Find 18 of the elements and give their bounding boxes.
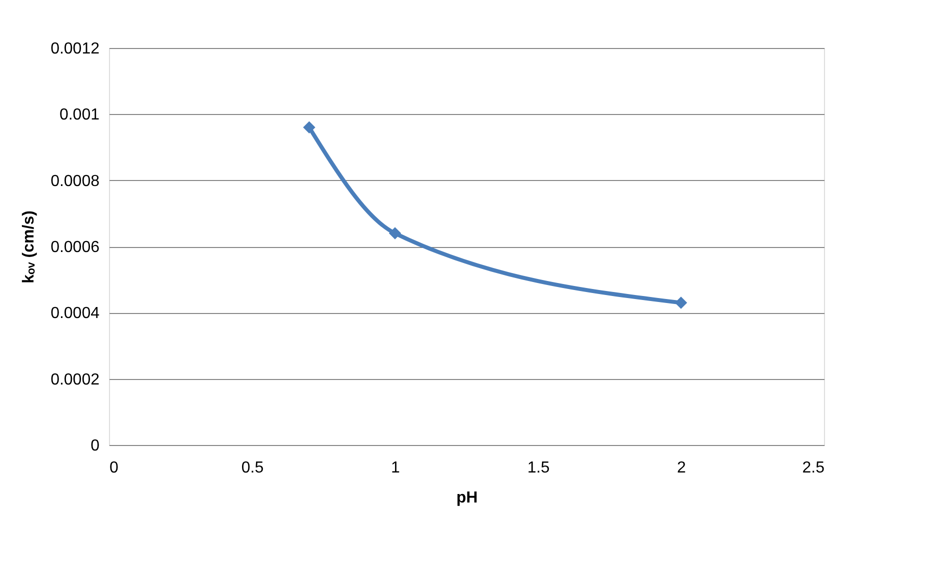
- x-tick-label: 0.5: [241, 460, 264, 476]
- y-tick-label: 0.0008: [50, 172, 100, 190]
- x-tick-label: 2.5: [802, 460, 825, 476]
- point: [674, 296, 688, 309]
- x-tick-label: 1: [391, 460, 400, 476]
- y-tick-label: 0.0006: [50, 239, 100, 256]
- y-axis-title: kₒᵥ (cm/s): [20, 210, 38, 284]
- y-tick-label: 0.0004: [50, 305, 100, 322]
- y-tick-label: 0.0012: [50, 40, 100, 58]
- x-tick-label: 0: [110, 460, 118, 476]
- x-tick-label: 1.5: [527, 460, 550, 476]
- y-tick-label: 0.0002: [50, 371, 100, 388]
- point: [303, 121, 316, 134]
- y-tick-label: 0: [90, 438, 100, 454]
- point: [388, 227, 402, 240]
- y-tick-label: 0.001: [59, 106, 100, 124]
- x-axis-title: pH: [456, 490, 478, 506]
- x-tick-label: 2: [677, 460, 686, 476]
